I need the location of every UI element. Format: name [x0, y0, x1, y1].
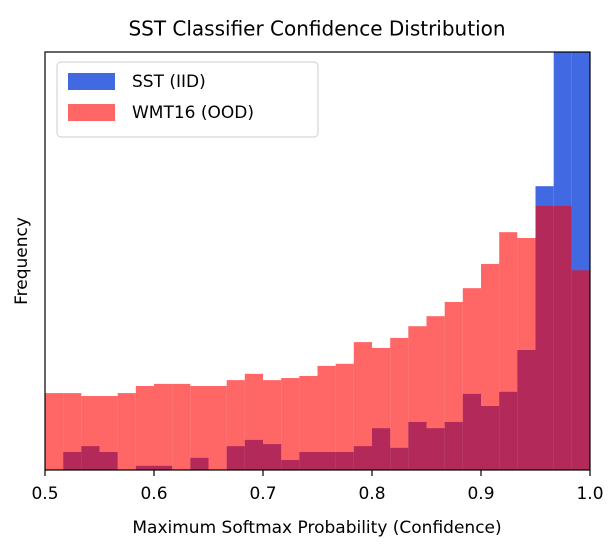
legend-swatch: [68, 73, 115, 90]
plot-area: [45, 52, 590, 470]
bar: [172, 383, 191, 470]
bar: [81, 396, 100, 470]
bar: [208, 385, 227, 470]
bar: [135, 385, 154, 470]
legend: SST (IID) WMT16 (OOD): [56, 61, 319, 138]
y-axis-label: Frequency: [12, 217, 32, 305]
axes-frame: [44, 51, 591, 471]
x-tick-label: 0.8: [358, 484, 385, 504]
legend-label: WMT16 (OOD): [132, 103, 254, 123]
x-tick-label: 0.6: [140, 484, 167, 504]
x-tick-label: 0.7: [249, 484, 276, 504]
bar: [553, 205, 572, 470]
bar: [226, 380, 245, 470]
bar: [244, 373, 263, 470]
bar: [190, 385, 209, 470]
bar: [117, 393, 136, 470]
bar: [372, 347, 391, 470]
x-axis-label: Maximum Softmax Probability (Confidence): [132, 518, 501, 538]
bar: [45, 393, 64, 470]
bar: [99, 396, 118, 470]
bar: [63, 393, 82, 470]
bar: [481, 263, 500, 470]
bar: [335, 363, 354, 470]
bar: [499, 232, 518, 470]
bar: [571, 270, 590, 470]
x-tick-label: 0.5: [31, 484, 58, 504]
x-tick-label: 0.9: [467, 484, 494, 504]
bar: [517, 238, 536, 470]
legend-swatch: [68, 104, 115, 121]
bar: [444, 301, 463, 470]
bar: [317, 365, 336, 470]
legend-frame: [56, 61, 319, 138]
bar: [408, 326, 427, 470]
chart-title: SST Classifier Confidence Distribution: [128, 17, 505, 41]
bar: [426, 316, 445, 470]
bar: [263, 380, 282, 470]
bar: [390, 337, 409, 470]
bar: [353, 342, 372, 470]
x-tick-label: 1.0: [576, 484, 603, 504]
bar: [299, 375, 318, 470]
bar: [281, 378, 300, 470]
bar: [462, 288, 481, 470]
bar: [154, 383, 173, 470]
legend-label: SST (IID): [132, 72, 206, 92]
bar: [535, 205, 554, 470]
